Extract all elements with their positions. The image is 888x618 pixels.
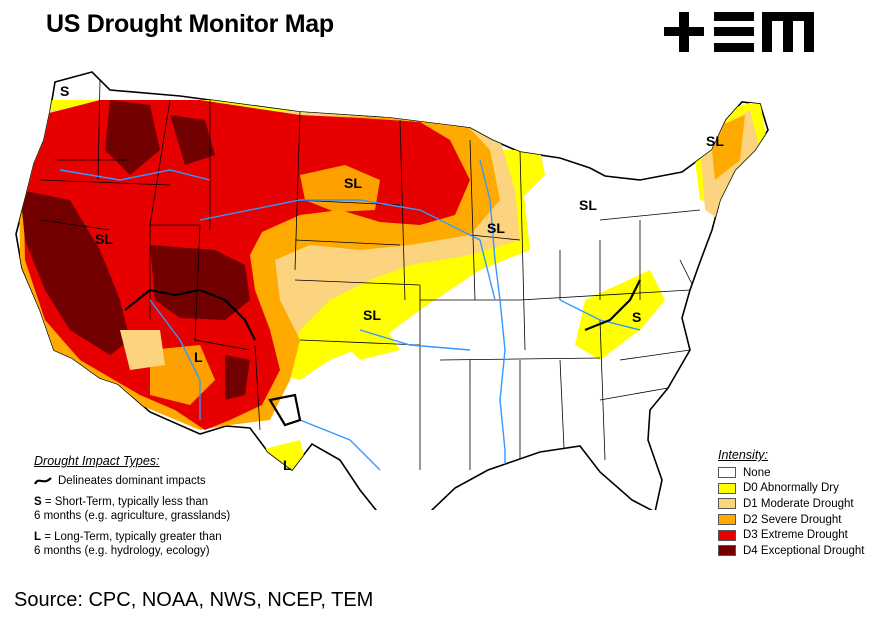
legend-swatch — [718, 467, 736, 479]
state-borders — [39, 79, 701, 471]
legend-item: D2 Severe Drought — [718, 512, 864, 528]
map-label-l-southwest: L — [194, 349, 203, 365]
long-term-description: L = Long-Term, typically greater than 6 … — [34, 531, 222, 557]
legend-label: D0 Abnormally Dry — [743, 482, 839, 495]
map-label-sl-northeast: SL — [706, 133, 724, 149]
legend-swatch — [718, 545, 736, 557]
map-label-s-appalachia: S — [632, 309, 641, 325]
drought-map: S SL SL SL SL SL SL S L L — [15, 71, 769, 510]
impact-heading: Drought Impact Types: — [34, 454, 160, 468]
legend-item: D3 Extreme Drought — [718, 527, 864, 543]
map-label-sl-midwest: SL — [487, 220, 505, 236]
legend-item: D4 Exceptional Drought — [718, 543, 864, 559]
legend-swatch — [718, 482, 736, 494]
map-label-sl-kansas: SL — [363, 307, 381, 323]
source-note: Source: CPC, NOAA, NWS, NCEP, TEM — [14, 589, 374, 611]
legend-label: None — [743, 466, 771, 479]
legend-label: D2 Severe Drought — [743, 513, 842, 526]
legend-item: D0 Abnormally Dry — [718, 481, 864, 497]
legend-swatch — [718, 498, 736, 510]
legend-label: D4 Exceptional Drought — [743, 544, 865, 557]
map-label-s-nw: S — [60, 83, 69, 99]
map-label-sl-west: SL — [95, 231, 113, 247]
tem-logo — [664, 10, 816, 59]
map-label-sl-michigan: SL — [579, 197, 597, 213]
map-title: US Drought Monitor Map — [46, 10, 334, 38]
legend-swatch — [718, 514, 736, 526]
legend-swatch — [718, 529, 736, 541]
impact-lines — [124, 279, 641, 427]
legend-item: D1 Moderate Drought — [718, 496, 864, 512]
map-label-l-texas: L — [283, 457, 292, 473]
legend-label: D1 Moderate Drought — [743, 497, 854, 510]
short-term-description: S = Short-Term, typically less than 6 mo… — [34, 496, 231, 522]
impact-types-key: Drought Impact Types: Delineates dominan… — [34, 454, 230, 565]
legend-heading: Intensity: — [718, 448, 769, 462]
legend-label: D3 Extreme Drought — [743, 529, 848, 542]
drought-layers — [18, 100, 768, 490]
legend-item: None — [718, 465, 864, 481]
intensity-legend: Intensity: None D0 Abnormally Dry D1 Moder… — [718, 448, 864, 559]
map-label-sl-plains: SL — [344, 175, 362, 191]
delineation-label: Delineates dominant impacts — [58, 475, 206, 487]
delineation-line-icon — [34, 477, 52, 485]
rivers — [59, 159, 641, 480]
delineation-key: Delineates dominant impacts — [34, 474, 230, 488]
